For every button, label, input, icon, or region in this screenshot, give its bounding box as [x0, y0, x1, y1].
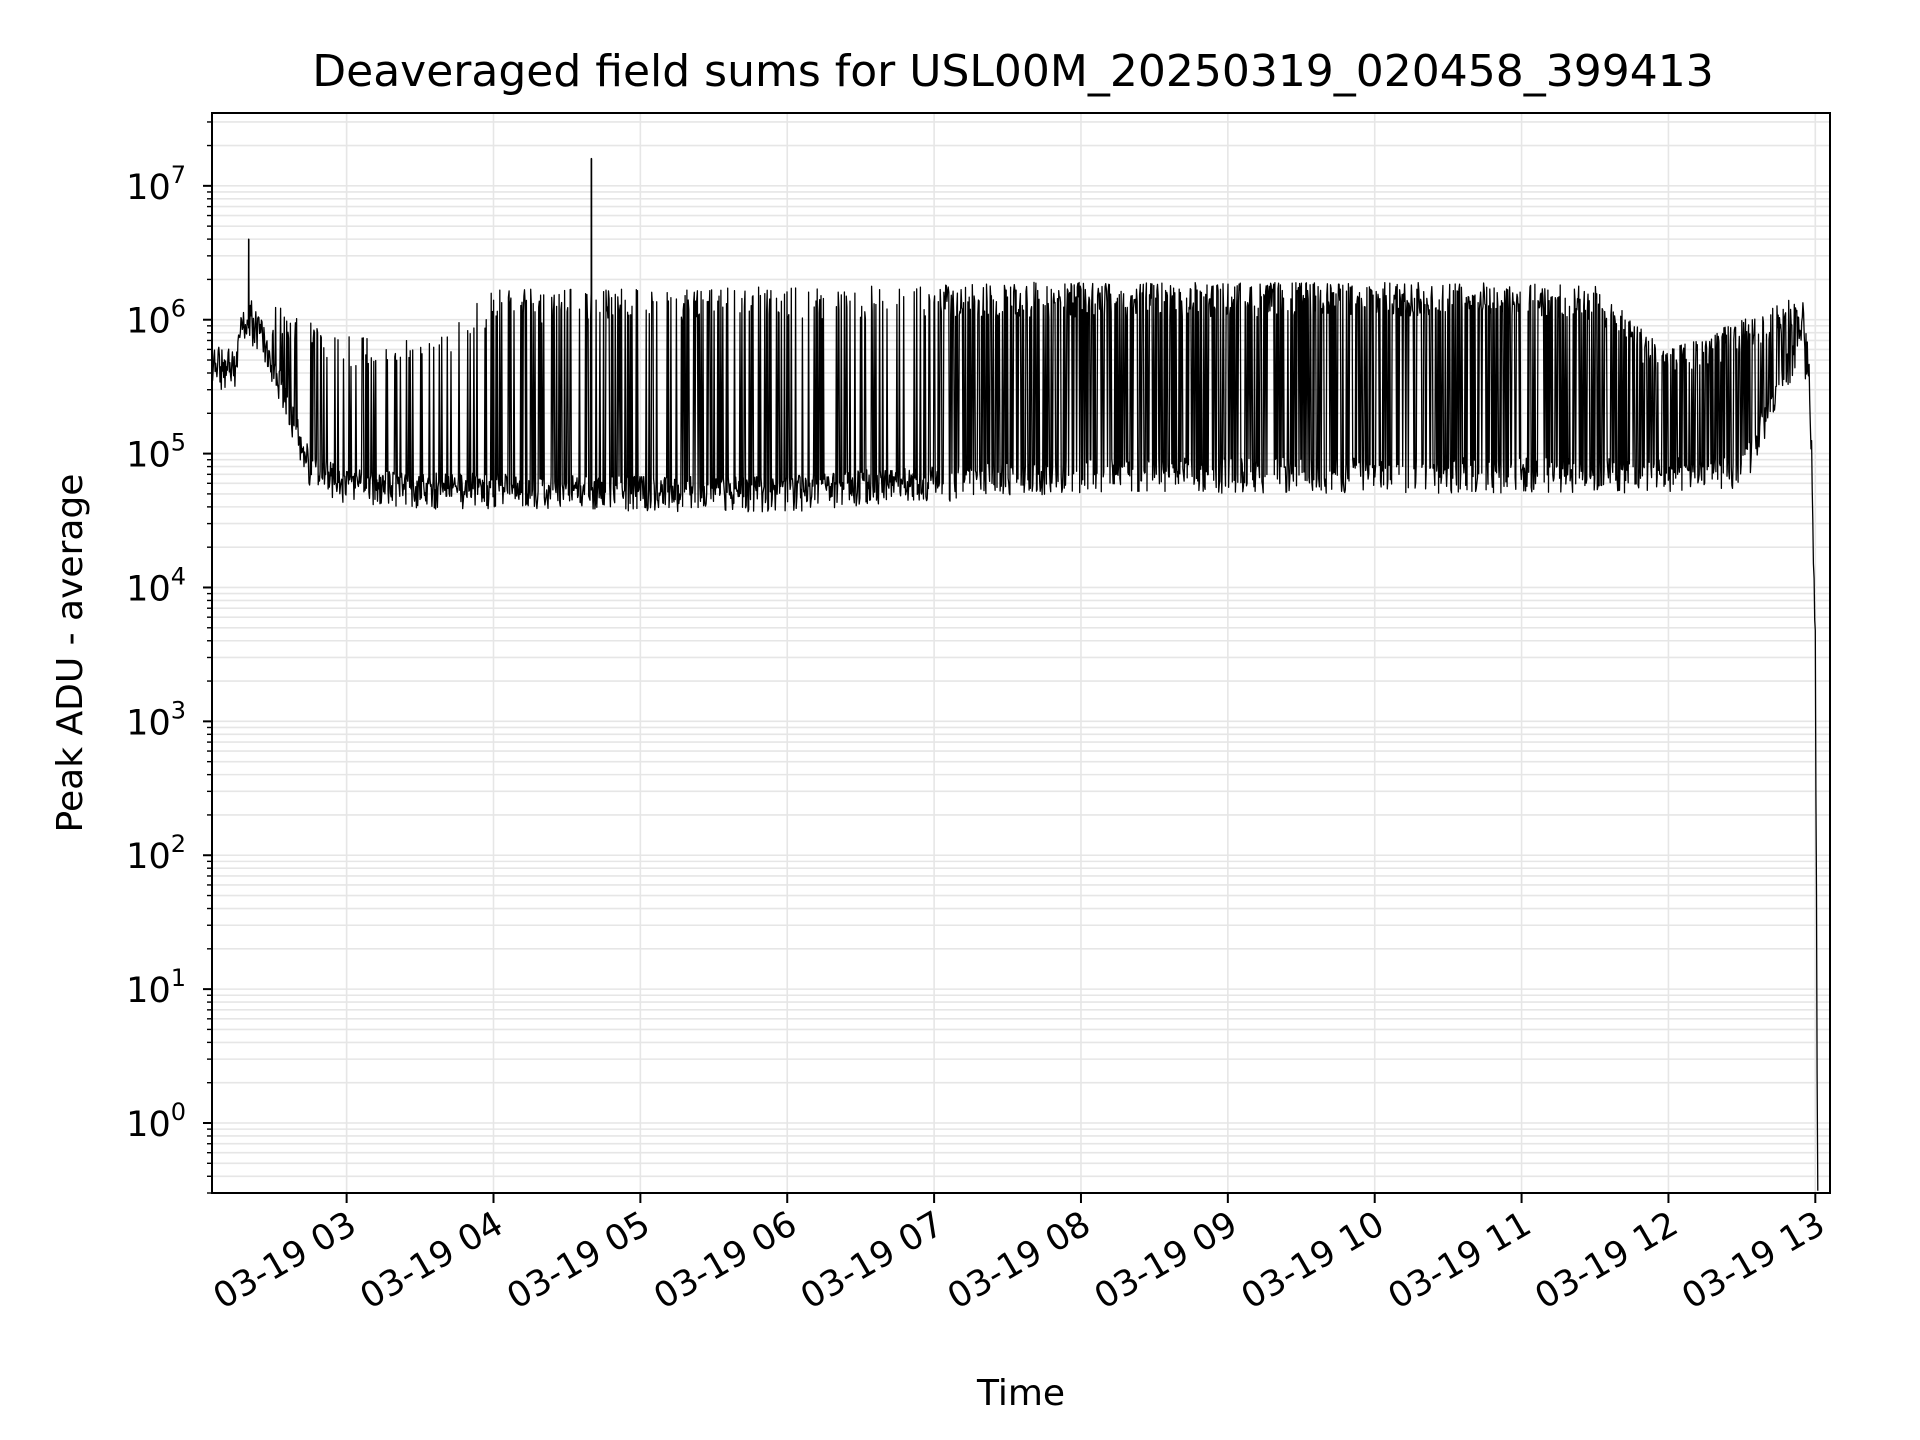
plot-frame	[211, 112, 1831, 1194]
chart-title: Deaveraged field sums for USL00M_2025031…	[312, 46, 1713, 97]
y-tick-label: 107	[126, 161, 186, 208]
y-tick-exponent: 5	[171, 429, 186, 457]
y-tick-exponent: 4	[171, 562, 186, 590]
y-tick-base: 10	[126, 1105, 171, 1145]
series	[211, 157, 1819, 1191]
y-tick-exponent: 7	[171, 161, 186, 189]
y-tick-exponent: 6	[171, 295, 186, 323]
y-tick-exponent: 0	[171, 1098, 186, 1126]
y-tick-base: 10	[126, 302, 171, 342]
y-tick-base: 10	[126, 569, 171, 609]
y-tick-label: 102	[126, 830, 186, 877]
y-tick-base: 10	[126, 837, 171, 877]
y-tick-label: 106	[126, 295, 186, 342]
series-line	[211, 157, 1819, 1191]
y-tick-label: 101	[126, 964, 186, 1011]
y-tick-label: 103	[126, 696, 186, 743]
y-tick-base: 10	[126, 436, 171, 476]
y-tick-exponent: 1	[171, 964, 186, 992]
y-tick-label: 100	[126, 1098, 186, 1145]
y-tick-exponent: 2	[171, 830, 186, 858]
y-tick-base: 10	[126, 971, 171, 1011]
y-tick-base: 10	[126, 703, 171, 743]
y-tick-label: 105	[126, 429, 186, 476]
y-tick-base: 10	[126, 168, 171, 208]
x-axis-label: Time	[976, 1373, 1065, 1414]
y-tick-exponent: 3	[171, 696, 186, 724]
y-tick-label: 104	[126, 562, 186, 609]
grid	[212, 113, 1830, 1194]
y-axis-label: Peak ADU - average	[50, 474, 91, 833]
